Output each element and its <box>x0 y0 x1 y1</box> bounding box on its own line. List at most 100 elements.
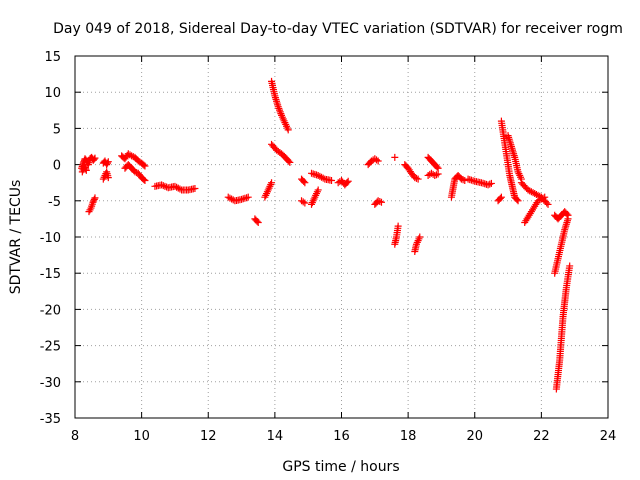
data-point <box>343 178 351 186</box>
data-point <box>563 210 571 218</box>
data-point <box>319 174 327 182</box>
series-seg23 <box>401 161 422 183</box>
data-point <box>301 179 309 187</box>
series-seg14 <box>298 197 309 207</box>
x-tick-label: 14 <box>267 429 284 444</box>
data-point <box>131 168 139 176</box>
data-point <box>374 197 382 205</box>
data-point <box>459 176 467 184</box>
data-point <box>90 155 98 163</box>
data-point <box>391 153 399 161</box>
y-tick-labels: 15 10 5 0 -5 -10 -15 -20 -25 -30 -35 <box>40 50 61 427</box>
data-point <box>284 126 292 134</box>
series-seg06 <box>118 150 149 170</box>
y-tick-label: -35 <box>40 412 61 427</box>
series-seg03 <box>85 194 99 216</box>
data-point <box>90 195 98 203</box>
data-point <box>514 197 522 205</box>
data-point <box>286 158 294 166</box>
data-point <box>461 177 469 185</box>
data-point <box>376 198 384 206</box>
series-seg18 <box>334 177 352 189</box>
series-seg34 <box>551 208 572 223</box>
data-point <box>372 156 380 164</box>
data-point <box>484 181 492 189</box>
data-point <box>433 163 441 171</box>
data-point <box>244 193 252 201</box>
data-point <box>496 194 504 202</box>
data-point <box>228 195 236 203</box>
data-point <box>159 182 167 190</box>
data-point <box>539 194 547 202</box>
series-seg27 <box>447 171 469 201</box>
data-point <box>91 194 99 202</box>
data-point <box>191 184 199 192</box>
x-tick-label: 22 <box>533 429 550 444</box>
series-seg09 <box>224 193 252 205</box>
series-seg13 <box>268 140 294 166</box>
series-seg26 <box>424 169 442 179</box>
series-seg05 <box>99 168 112 183</box>
data-point <box>299 198 307 206</box>
series-seg24 <box>411 233 424 255</box>
y-tick-label: -30 <box>40 376 61 391</box>
series-seg02 <box>78 162 90 176</box>
data-point <box>416 233 424 241</box>
series-seg31 <box>504 132 525 183</box>
x-tick-label: 18 <box>400 429 417 444</box>
data-point <box>543 199 551 207</box>
data-points <box>78 77 574 393</box>
y-tick-label: 5 <box>53 122 61 137</box>
gridlines <box>75 56 608 418</box>
series-seg25 <box>424 153 442 172</box>
series-seg16 <box>308 186 322 208</box>
x-axis-title: GPS time / hours <box>282 459 399 475</box>
series-seg08 <box>151 181 199 194</box>
data-point <box>414 175 422 183</box>
data-point <box>104 174 112 182</box>
data-point <box>285 157 293 165</box>
data-point <box>544 200 552 208</box>
x-tick-label: 24 <box>600 429 617 444</box>
chart-title: Day 049 of 2018, Sidereal Day-to-day VTE… <box>53 21 623 37</box>
data-point <box>314 186 322 194</box>
data-point <box>374 157 382 165</box>
data-point <box>140 161 148 169</box>
data-point <box>497 193 505 201</box>
data-point <box>328 177 336 185</box>
data-point <box>564 215 572 223</box>
data-point <box>377 198 385 206</box>
data-point <box>161 182 169 190</box>
series-seg36 <box>552 262 574 393</box>
data-point <box>128 152 136 160</box>
data-point <box>82 165 90 173</box>
series-seg28 <box>464 175 495 189</box>
series-seg21 <box>391 153 399 161</box>
data-point <box>412 174 420 182</box>
x-tick-label: 8 <box>71 429 79 444</box>
series-seg04 <box>99 157 112 169</box>
data-point <box>82 166 90 174</box>
data-point <box>158 181 166 189</box>
y-axis-title: SDTVAR / TECUs <box>8 180 24 295</box>
x-tick-labels: 8 10 12 14 16 18 20 22 24 <box>71 429 616 444</box>
data-point <box>566 262 574 270</box>
series-seg01 <box>78 153 99 172</box>
data-point <box>432 171 440 179</box>
y-tick-label: -15 <box>40 267 61 282</box>
data-point <box>431 171 439 179</box>
y-tick-label: -5 <box>48 195 61 210</box>
series-seg33 <box>521 193 549 227</box>
data-point <box>268 179 276 187</box>
data-point <box>174 184 182 192</box>
data-point <box>91 154 99 162</box>
x-tick-label: 12 <box>200 429 217 444</box>
x-tick-label: 20 <box>466 429 483 444</box>
data-point <box>103 159 111 167</box>
data-point <box>140 176 148 184</box>
y-tick-label: -10 <box>40 231 61 246</box>
y-tick-label: -20 <box>40 303 61 318</box>
data-point <box>104 158 112 166</box>
data-point <box>486 180 494 188</box>
